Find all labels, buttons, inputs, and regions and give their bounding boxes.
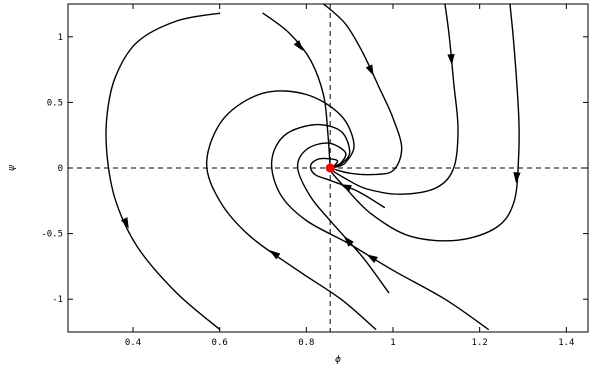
trajectory-curve-9 (309, 157, 385, 209)
trajectory-curve-5 (329, 3, 520, 242)
trajectory-curve-3 (323, 3, 403, 176)
trajectory-curve-4 (329, 3, 459, 195)
trajectory-arrow-5 (513, 172, 521, 184)
trajectory-curve-2 (262, 12, 331, 169)
y-tick-label: 1 (58, 33, 63, 43)
trajectory-arrow-1 (120, 217, 129, 229)
y-tick-label: 0 (58, 164, 63, 174)
plot-frame (67, 3, 589, 333)
x-tick-label: 0.4 (125, 338, 141, 348)
trajectory-arrows (120, 40, 521, 264)
trajectory-curve-1 (105, 12, 221, 331)
x-axis-label: ϕ (335, 355, 341, 365)
x-tick-label: 1.2 (472, 338, 488, 348)
trajectory-curve-7 (270, 123, 489, 331)
fixed-point-marker (325, 163, 335, 173)
x-tick-label: 1.4 (558, 338, 574, 348)
trajectory-arrow-2 (293, 40, 304, 51)
trajectory-arrow-4 (447, 53, 455, 66)
trajectory-arrow-9 (340, 184, 352, 192)
trajectory-curve-8 (296, 142, 390, 294)
trajectory-curve-6 (205, 90, 377, 331)
trajectory-arrow-8 (343, 236, 354, 247)
x-tick-label: 1 (390, 338, 395, 348)
x-tick-label: 0.6 (212, 338, 228, 348)
trajectory-curves (105, 3, 520, 331)
axis-ticks: 0.4 0.6 0.8 1 1.2 1.4 -1 -0.5 0 0.5 1 (41, 4, 588, 348)
trajectory-arrow-6 (269, 250, 281, 260)
y-tick-label: -1 (52, 295, 63, 305)
y-axis-label: ψ (7, 164, 17, 171)
x-tick-label: 0.8 (298, 338, 314, 348)
y-tick-label: 0.5 (47, 98, 63, 108)
trajectory-arrow-3 (365, 64, 374, 76)
y-tick-label: -0.5 (41, 230, 63, 240)
trajectory-arrow-7 (366, 254, 378, 264)
